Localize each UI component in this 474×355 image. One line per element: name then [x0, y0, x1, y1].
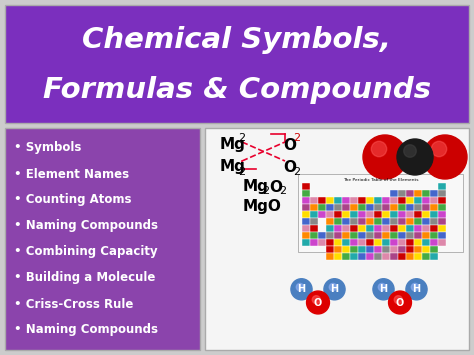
- FancyBboxPatch shape: [366, 246, 374, 253]
- FancyBboxPatch shape: [414, 246, 421, 253]
- Text: Chemical Symbols,: Chemical Symbols,: [82, 26, 392, 54]
- FancyBboxPatch shape: [382, 211, 390, 218]
- FancyBboxPatch shape: [430, 211, 438, 218]
- FancyBboxPatch shape: [422, 211, 429, 218]
- FancyBboxPatch shape: [398, 239, 406, 246]
- FancyBboxPatch shape: [350, 225, 357, 232]
- FancyBboxPatch shape: [326, 204, 334, 211]
- FancyBboxPatch shape: [358, 225, 365, 232]
- Circle shape: [371, 141, 387, 157]
- FancyBboxPatch shape: [366, 204, 374, 211]
- FancyBboxPatch shape: [350, 253, 357, 260]
- FancyBboxPatch shape: [414, 253, 421, 260]
- FancyBboxPatch shape: [326, 253, 334, 260]
- FancyBboxPatch shape: [326, 225, 334, 232]
- Text: 2: 2: [293, 167, 300, 177]
- FancyBboxPatch shape: [350, 246, 357, 253]
- FancyBboxPatch shape: [406, 253, 414, 260]
- Circle shape: [423, 135, 467, 179]
- FancyBboxPatch shape: [422, 239, 429, 246]
- FancyBboxPatch shape: [406, 233, 414, 239]
- FancyBboxPatch shape: [382, 233, 390, 239]
- FancyBboxPatch shape: [422, 233, 429, 239]
- FancyBboxPatch shape: [310, 197, 318, 204]
- FancyBboxPatch shape: [382, 218, 390, 225]
- Text: O: O: [314, 297, 322, 307]
- FancyBboxPatch shape: [334, 239, 342, 246]
- Text: O: O: [269, 180, 282, 195]
- FancyBboxPatch shape: [205, 128, 469, 350]
- FancyBboxPatch shape: [374, 204, 382, 211]
- FancyBboxPatch shape: [414, 218, 421, 225]
- FancyBboxPatch shape: [390, 204, 398, 211]
- FancyBboxPatch shape: [310, 218, 318, 225]
- FancyBboxPatch shape: [350, 233, 357, 239]
- FancyBboxPatch shape: [382, 246, 390, 253]
- Text: Formulas & Compounds: Formulas & Compounds: [43, 76, 431, 104]
- FancyBboxPatch shape: [414, 233, 421, 239]
- Text: • Element Names: • Element Names: [14, 168, 129, 180]
- FancyBboxPatch shape: [390, 197, 398, 204]
- Circle shape: [307, 291, 329, 314]
- FancyBboxPatch shape: [406, 211, 414, 218]
- FancyBboxPatch shape: [326, 239, 334, 246]
- FancyBboxPatch shape: [438, 204, 446, 211]
- FancyBboxPatch shape: [438, 197, 446, 204]
- FancyBboxPatch shape: [438, 239, 446, 246]
- FancyBboxPatch shape: [374, 246, 382, 253]
- FancyBboxPatch shape: [406, 197, 414, 204]
- FancyBboxPatch shape: [382, 253, 390, 260]
- FancyBboxPatch shape: [422, 190, 429, 197]
- FancyBboxPatch shape: [358, 246, 365, 253]
- Text: Mg: Mg: [220, 137, 246, 153]
- Circle shape: [363, 135, 407, 179]
- FancyBboxPatch shape: [342, 204, 350, 211]
- FancyBboxPatch shape: [414, 225, 421, 232]
- FancyBboxPatch shape: [422, 246, 429, 253]
- FancyBboxPatch shape: [406, 190, 414, 197]
- FancyBboxPatch shape: [350, 211, 357, 218]
- FancyBboxPatch shape: [358, 211, 365, 218]
- Text: The Periodic Table of the Elements: The Periodic Table of the Elements: [343, 178, 418, 182]
- FancyBboxPatch shape: [430, 225, 438, 232]
- Circle shape: [373, 279, 394, 300]
- FancyBboxPatch shape: [310, 239, 318, 246]
- FancyBboxPatch shape: [422, 204, 429, 211]
- Text: 2: 2: [238, 167, 245, 177]
- FancyBboxPatch shape: [374, 197, 382, 204]
- FancyBboxPatch shape: [422, 253, 429, 260]
- FancyBboxPatch shape: [342, 246, 350, 253]
- FancyBboxPatch shape: [334, 233, 342, 239]
- FancyBboxPatch shape: [430, 190, 438, 197]
- Text: 2: 2: [293, 133, 300, 143]
- FancyBboxPatch shape: [414, 197, 421, 204]
- FancyBboxPatch shape: [438, 225, 446, 232]
- FancyBboxPatch shape: [374, 233, 382, 239]
- FancyBboxPatch shape: [318, 233, 326, 239]
- Text: H: H: [330, 284, 338, 294]
- FancyBboxPatch shape: [406, 218, 414, 225]
- FancyBboxPatch shape: [390, 190, 398, 197]
- FancyBboxPatch shape: [326, 197, 334, 204]
- FancyBboxPatch shape: [398, 218, 406, 225]
- FancyBboxPatch shape: [302, 211, 310, 218]
- Circle shape: [296, 283, 304, 291]
- FancyBboxPatch shape: [326, 233, 334, 239]
- Circle shape: [378, 283, 386, 291]
- FancyBboxPatch shape: [366, 239, 374, 246]
- FancyBboxPatch shape: [366, 225, 374, 232]
- FancyBboxPatch shape: [398, 190, 406, 197]
- Circle shape: [312, 296, 320, 304]
- FancyBboxPatch shape: [334, 253, 342, 260]
- FancyBboxPatch shape: [302, 190, 310, 197]
- Text: O: O: [396, 297, 404, 307]
- Circle shape: [406, 279, 427, 300]
- Circle shape: [291, 279, 312, 300]
- Circle shape: [389, 291, 411, 314]
- Circle shape: [411, 283, 419, 291]
- FancyBboxPatch shape: [398, 204, 406, 211]
- FancyBboxPatch shape: [398, 253, 406, 260]
- FancyBboxPatch shape: [414, 211, 421, 218]
- FancyBboxPatch shape: [310, 204, 318, 211]
